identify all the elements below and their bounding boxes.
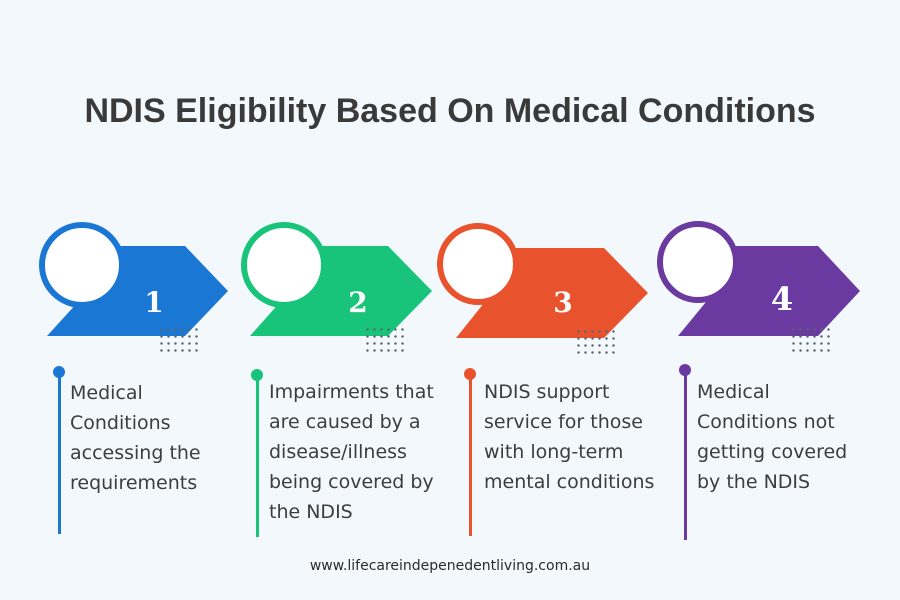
step-description: NDIS support service for those with long… bbox=[484, 381, 655, 493]
decorative-dots bbox=[575, 328, 619, 354]
step-number: 3 bbox=[553, 286, 573, 319]
step-description: Medical Conditions accessing the require… bbox=[70, 382, 201, 494]
timeline-line bbox=[58, 372, 61, 534]
step-number: 1 bbox=[144, 286, 164, 319]
website-url: www.lifecareindepenedentliving.com.au bbox=[309, 558, 591, 574]
decorative-dots bbox=[364, 326, 408, 352]
step-number: 2 bbox=[348, 286, 368, 319]
timeline-line bbox=[256, 375, 259, 537]
step-description: Medical Conditions not getting covered b… bbox=[697, 381, 848, 493]
timeline-line bbox=[684, 370, 687, 540]
page-title: NDIS Eligibility Based On Medical Condit… bbox=[84, 92, 816, 130]
timeline-line bbox=[469, 374, 472, 536]
decorative-dots bbox=[158, 326, 202, 352]
step-number: 4 bbox=[770, 280, 794, 318]
decorative-dots bbox=[790, 326, 834, 352]
step-description: Impairments that are caused by a disease… bbox=[269, 381, 434, 523]
